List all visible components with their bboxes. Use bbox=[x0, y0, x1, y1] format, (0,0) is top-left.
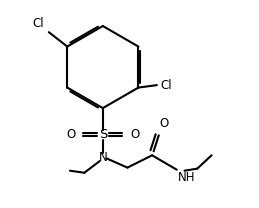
Text: NH: NH bbox=[178, 171, 195, 184]
Text: Cl: Cl bbox=[32, 17, 44, 30]
Text: N: N bbox=[98, 151, 107, 164]
Text: O: O bbox=[159, 117, 169, 130]
Text: Cl: Cl bbox=[160, 79, 171, 92]
Text: S: S bbox=[99, 128, 107, 141]
Text: O: O bbox=[130, 128, 139, 141]
Text: O: O bbox=[66, 128, 76, 141]
